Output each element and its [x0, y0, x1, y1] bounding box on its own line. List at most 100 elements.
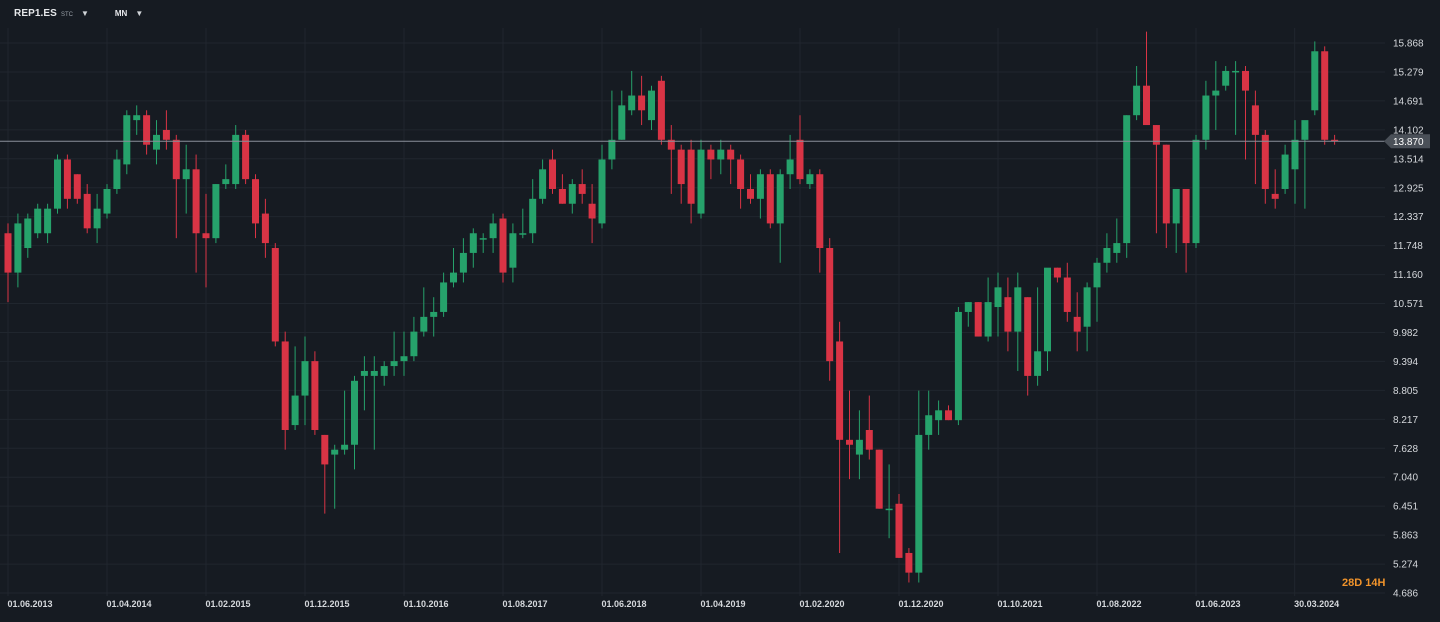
- candle[interactable]: [806, 169, 814, 189]
- candle[interactable]: [321, 434, 329, 514]
- candle[interactable]: [875, 449, 883, 509]
- candle[interactable]: [162, 110, 170, 150]
- candle[interactable]: [786, 134, 794, 189]
- candle[interactable]: [1024, 297, 1032, 396]
- candle[interactable]: [44, 203, 52, 244]
- candle[interactable]: [945, 405, 952, 421]
- candle[interactable]: [252, 174, 259, 239]
- candle[interactable]: [410, 316, 418, 362]
- candle[interactable]: [1044, 267, 1051, 371]
- candle[interactable]: [1172, 188, 1180, 253]
- candle[interactable]: [885, 464, 893, 539]
- candle[interactable]: [341, 390, 349, 455]
- candle[interactable]: [737, 154, 745, 209]
- candle[interactable]: [855, 410, 863, 480]
- candle[interactable]: [1083, 282, 1091, 352]
- candle[interactable]: [459, 238, 467, 283]
- candle[interactable]: [776, 169, 784, 263]
- candle[interactable]: [93, 193, 101, 244]
- candle[interactable]: [271, 243, 279, 347]
- candle[interactable]: [846, 390, 853, 480]
- candle[interactable]: [994, 272, 1002, 337]
- candle[interactable]: [450, 248, 457, 288]
- candles[interactable]: [4, 31, 1339, 583]
- candle[interactable]: [1202, 80, 1210, 150]
- candle[interactable]: [519, 208, 527, 239]
- candle[interactable]: [499, 213, 507, 283]
- candle[interactable]: [895, 493, 903, 558]
- candle[interactable]: [1123, 115, 1131, 258]
- candle[interactable]: [1053, 267, 1061, 283]
- candle[interactable]: [202, 193, 210, 288]
- candle[interactable]: [4, 223, 12, 303]
- candle[interactable]: [331, 444, 339, 509]
- candle[interactable]: [143, 110, 151, 155]
- candle[interactable]: [301, 336, 309, 426]
- candle[interactable]: [964, 302, 972, 327]
- candle[interactable]: [1182, 188, 1190, 273]
- candle[interactable]: [1281, 144, 1289, 194]
- candle[interactable]: [1311, 41, 1319, 116]
- candle[interactable]: [420, 287, 428, 337]
- candle[interactable]: [717, 139, 725, 175]
- timeframe-selector[interactable]: MN ▼: [115, 9, 143, 18]
- candle[interactable]: [826, 238, 834, 381]
- candle[interactable]: [588, 184, 596, 244]
- candle[interactable]: [370, 356, 378, 450]
- candle[interactable]: [509, 223, 517, 283]
- candle[interactable]: [1261, 129, 1269, 204]
- candle[interactable]: [390, 331, 398, 376]
- candle[interactable]: [915, 390, 923, 583]
- candle[interactable]: [707, 144, 715, 180]
- candle[interactable]: [747, 174, 754, 204]
- candle[interactable]: [608, 90, 616, 170]
- candle[interactable]: [232, 125, 240, 189]
- candle[interactable]: [598, 144, 606, 229]
- candle[interactable]: [796, 115, 804, 185]
- candle[interactable]: [1232, 61, 1240, 135]
- symbol-selector[interactable]: REP1.ES STC ▼: [14, 8, 89, 19]
- candle[interactable]: [1212, 61, 1220, 130]
- candle[interactable]: [1014, 272, 1022, 371]
- candle[interactable]: [648, 85, 655, 130]
- candle[interactable]: [756, 169, 764, 219]
- candle[interactable]: [54, 154, 61, 214]
- candle[interactable]: [63, 154, 71, 209]
- candle[interactable]: [281, 331, 289, 450]
- candle[interactable]: [905, 548, 913, 583]
- caret-down-icon[interactable]: ▼: [135, 9, 144, 18]
- candle[interactable]: [1251, 90, 1259, 185]
- candle[interactable]: [1063, 262, 1071, 322]
- candle[interactable]: [836, 321, 844, 553]
- candle[interactable]: [935, 400, 943, 435]
- candle[interactable]: [865, 395, 873, 460]
- candle[interactable]: [1162, 144, 1170, 249]
- candle[interactable]: [1034, 287, 1042, 386]
- candle[interactable]: [925, 390, 933, 450]
- candle[interactable]: [1113, 218, 1121, 263]
- candle[interactable]: [657, 75, 665, 145]
- candle[interactable]: [123, 110, 131, 175]
- candle[interactable]: [212, 184, 220, 244]
- candle[interactable]: [440, 272, 448, 317]
- candle[interactable]: [479, 233, 487, 253]
- candle[interactable]: [1331, 134, 1339, 145]
- candle[interactable]: [1192, 134, 1200, 249]
- candle[interactable]: [766, 169, 774, 229]
- candle[interactable]: [558, 174, 566, 204]
- candle[interactable]: [351, 375, 358, 470]
- candle[interactable]: [24, 213, 32, 258]
- candle[interactable]: [14, 213, 22, 288]
- candle[interactable]: [1073, 292, 1081, 352]
- candle[interactable]: [816, 169, 824, 273]
- candle[interactable]: [133, 105, 141, 135]
- candle[interactable]: [291, 346, 299, 430]
- candle[interactable]: [1152, 125, 1160, 234]
- candle[interactable]: [34, 203, 42, 239]
- candle[interactable]: [1093, 257, 1101, 322]
- candle[interactable]: [261, 198, 269, 258]
- candle[interactable]: [1222, 66, 1230, 91]
- candle[interactable]: [489, 213, 497, 253]
